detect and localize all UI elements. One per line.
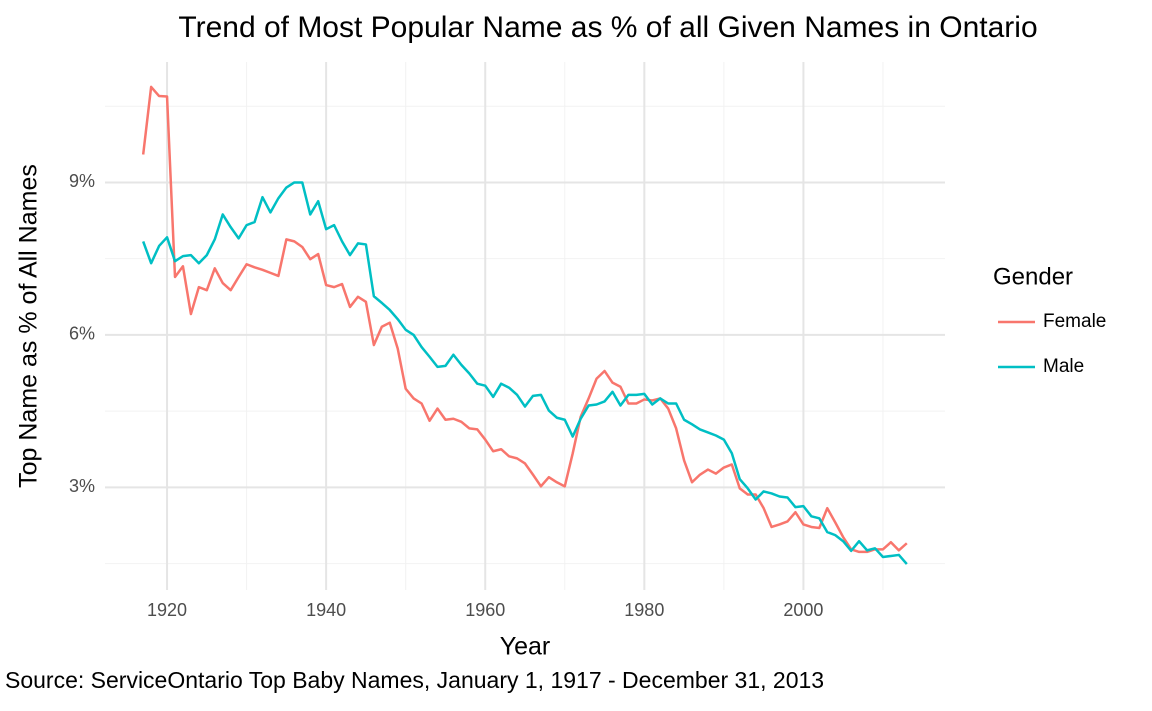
legend-label: Male <box>1043 356 1084 377</box>
y-tick-label: 6% <box>69 324 95 344</box>
y-tick-label: 9% <box>69 171 95 191</box>
plot-lines <box>141 85 908 565</box>
line <box>141 85 908 554</box>
x-tick-label: 1960 <box>465 600 505 620</box>
y-tick-label: 3% <box>69 476 95 496</box>
legend-title: Gender <box>993 263 1073 290</box>
x-axis-title: Year <box>500 633 551 661</box>
y-axis-title: Top Name as % of All Names <box>15 164 43 488</box>
legend-label: Female <box>1043 311 1106 332</box>
chart-title: Trend of Most Popular Name as % of all G… <box>178 11 1037 44</box>
line <box>142 181 908 565</box>
x-tick-label: 1940 <box>306 600 346 620</box>
x-tick-label: 1920 <box>147 600 187 620</box>
x-tick-label: 1980 <box>624 600 664 620</box>
x-tick-label: 2000 <box>783 600 823 620</box>
caption: Source: ServiceOntario Top Baby Names, J… <box>5 667 824 693</box>
grid <box>105 62 945 590</box>
